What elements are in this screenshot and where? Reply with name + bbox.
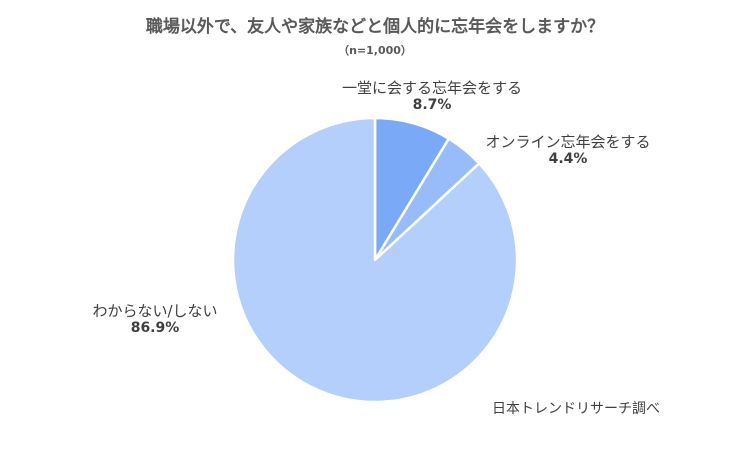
- slice-label-0-value: 8.7%: [412, 97, 452, 114]
- slice-label-1-value: 4.4%: [548, 151, 588, 168]
- chart-subtitle: （n=1,000）: [338, 44, 412, 57]
- slice-label-0-name: 一堂に会する忘年会をする: [341, 79, 522, 97]
- source-note: 日本トレンドリサーチ調べ: [492, 401, 660, 417]
- pie-slice-2: [231, 116, 519, 404]
- slice-label-1: オンライン忘年会をする 4.4%: [468, 133, 668, 168]
- slice-label-0: 一堂に会する忘年会をする 8.7%: [322, 79, 542, 114]
- slice-label-2-name: わからない/しない: [92, 302, 218, 320]
- slice-label-2-value: 86.9%: [130, 320, 180, 337]
- slice-label-2: わからない/しない 86.9%: [60, 302, 250, 337]
- chart-title: 職場以外で、友人や家族などと個人的に忘年会をしますか？: [145, 17, 605, 37]
- slice-label-1-name: オンライン忘年会をする: [485, 133, 651, 151]
